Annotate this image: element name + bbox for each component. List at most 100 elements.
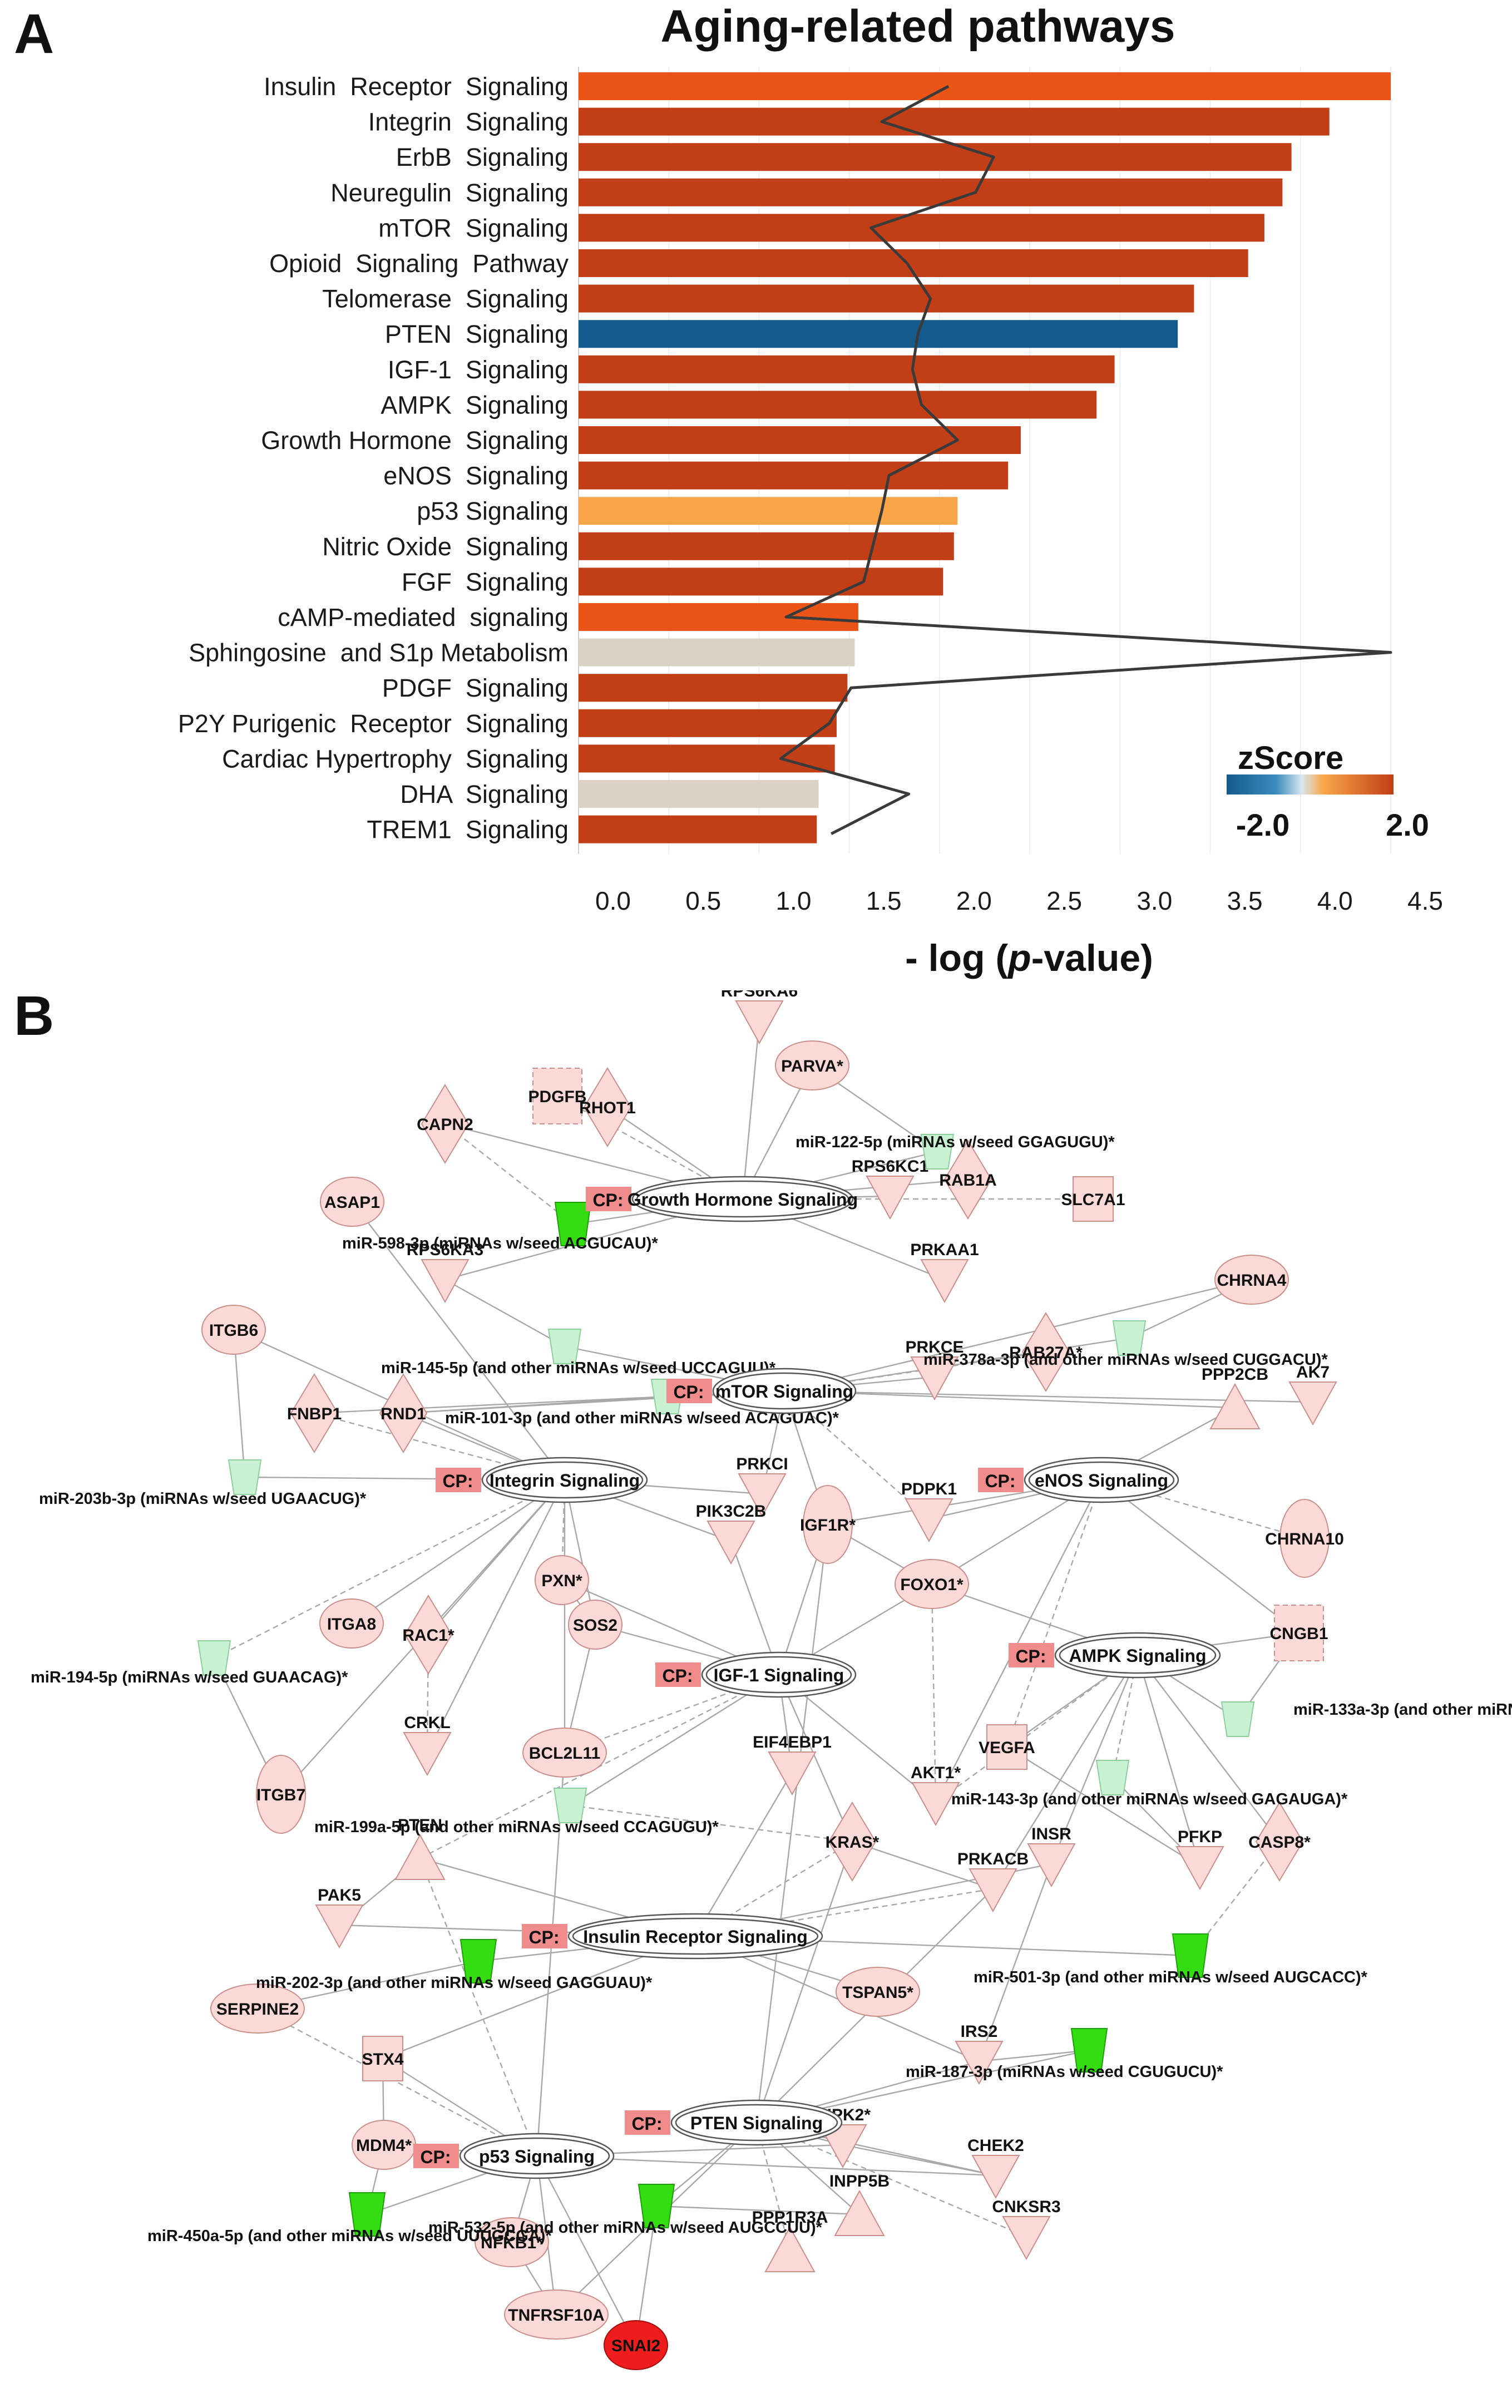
gene-shape	[532, 1068, 582, 1124]
gene-shape	[910, 1356, 959, 1401]
cp-tag	[655, 1662, 701, 1687]
cp-tag	[413, 2144, 459, 2168]
network-edge	[992, 1655, 1139, 1890]
bar	[579, 178, 1283, 206]
gene-label: INSR	[1031, 1825, 1071, 1843]
category-label: Cardiac Hypertrophy Signaling	[222, 744, 569, 773]
mirna-label: miR-133a-3p (and other miRNAs w/seed UUG…	[1293, 1701, 1512, 1719]
network-edge	[419, 1857, 538, 2157]
network-edge	[1006, 1746, 1201, 1868]
cp-tag-label: CP:	[673, 1382, 704, 1402]
category-label: mTOR Signaling	[378, 214, 569, 242]
gene-label: FOXO1*	[900, 1576, 963, 1594]
network-edge	[256, 2007, 537, 2157]
cp-tag	[522, 1924, 567, 1948]
gene-label: BCL2L11	[529, 1744, 600, 1763]
network-node: ITGA8	[319, 1598, 384, 1649]
network-edge	[784, 1390, 1236, 1411]
network-node: EIF4EBP1	[753, 1733, 832, 1796]
network-node: AK7	[1288, 1363, 1337, 1426]
network-edge	[350, 1479, 565, 1625]
network-edge	[784, 1349, 1047, 1392]
network-node: CP: IGF-1 Signaling	[655, 1651, 857, 1698]
ratio-line-path	[779, 85, 1392, 835]
panel-a-letter: A	[14, 3, 54, 65]
network-node: miR-194-5p (miRNAs w/seed GUAACAG)*	[31, 1640, 348, 1686]
network-edge	[755, 1840, 854, 2123]
gene-label: PDPK1	[901, 1480, 957, 1498]
network-edge	[536, 2155, 637, 2346]
mirna-shape	[547, 1329, 582, 1364]
mirna-label: miR-450a-5p (and other miRNAs w/seed UUU…	[147, 2227, 552, 2245]
bar	[579, 214, 1264, 242]
gene-label: CRKL	[404, 1714, 450, 1732]
bar	[579, 143, 1292, 171]
cp-tag-label: CP:	[985, 1471, 1015, 1491]
gene-label: EIF4EBP1	[753, 1733, 832, 1751]
gene-shape	[362, 2036, 403, 2081]
gene-shape	[1288, 1381, 1337, 1426]
ratio-line	[779, 85, 1392, 835]
gene-label: ITGB7	[256, 1786, 305, 1804]
network-node: NFKB1*	[475, 2217, 549, 2267]
gene-label: PPP1R3A	[752, 2208, 828, 2227]
gene-shape	[256, 1755, 306, 1834]
cp-tag-label: CP:	[662, 1666, 693, 1686]
network-node: PXN*	[535, 1555, 589, 1605]
network-node: miR-378a-3p (and other miRNAs w/seed CUG…	[923, 1320, 1328, 1369]
pathway-label: IGF-1 Signaling	[714, 1665, 844, 1685]
network-node: RPS6KA6	[721, 990, 798, 1045]
category-label: AMPK Signaling	[381, 391, 569, 419]
network-node: VEGFA	[979, 1724, 1035, 1770]
category-label: P2Y Purigenic Receptor Signaling	[178, 709, 569, 738]
category-label: Neuregulin Signaling	[330, 179, 569, 207]
network-edge	[1050, 1655, 1139, 1865]
network-edge	[1137, 1655, 1202, 1868]
network-node: STX4	[362, 2036, 404, 2081]
pathway-label: AMPK Signaling	[1069, 1646, 1206, 1666]
x-axis-label: - log (p-value)	[905, 937, 1153, 979]
x-tick-labels: 0.0 0.5 1.0 1.5 2.0 2.5 3.0 3.5 4.0 4.5	[595, 886, 1443, 915]
network-node: RND1	[379, 1373, 428, 1453]
gene-shape	[971, 2155, 1020, 2199]
gene-shape	[834, 2189, 885, 2236]
gene-shape	[764, 2226, 816, 2272]
gene-shape	[905, 1498, 953, 1543]
network-node: ITGB6	[201, 1305, 266, 1355]
network-node: miR-145-5p (and other miRNAs w/seed UCCA…	[381, 1329, 776, 1377]
category-label: Sphingosine and S1p Metabolism	[189, 639, 569, 667]
pathway-label: Growth Hormone Signaling	[627, 1190, 858, 1210]
pathway-node-inner	[717, 1372, 852, 1410]
pathway-node-inner	[486, 1461, 644, 1499]
mirna-label: miR-378a-3p (and other miRNAs w/seed CUG…	[923, 1351, 1328, 1369]
x-axis-label-p: p	[1007, 937, 1031, 979]
x-tick-label: 2.5	[1046, 886, 1082, 915]
network-node: CP: Insulin Receptor Signaling	[522, 1913, 823, 1960]
zscore-colorbar	[1227, 774, 1394, 795]
gene-shape	[403, 1732, 452, 1777]
gene-shape	[911, 1782, 960, 1827]
category-label: Nitric Oxide Signaling	[322, 532, 569, 561]
x-tick-label: 4.0	[1317, 886, 1353, 915]
pathway-node-inner	[463, 2137, 610, 2175]
network-edge	[1005, 1479, 1103, 1748]
network-node: FNBP1	[287, 1373, 342, 1453]
gene-label: PRKAA1	[910, 1241, 979, 1259]
gene-shape	[818, 2124, 867, 2169]
bar	[579, 709, 837, 737]
gene-shape	[535, 1555, 589, 1605]
gene-label: PRKACB	[957, 1850, 1029, 1868]
mirna-shape	[197, 1640, 231, 1676]
gene-shape	[1214, 1255, 1289, 1305]
network-node: miR-450a-5p (and other miRNAs w/seed UUU…	[147, 2192, 552, 2245]
gene-shape	[803, 1485, 853, 1564]
mirna-label: miR-143-3p (and other miRNAs w/seed GAGA…	[951, 1790, 1348, 1808]
gene-shape	[315, 1904, 364, 1949]
mirna-shape	[1070, 2028, 1108, 2073]
gene-label: IRS2	[961, 2022, 998, 2041]
network-node: CAPN2	[417, 1084, 473, 1164]
gene-label: RPS6KA3	[407, 1241, 483, 1259]
gene-label: RND1	[381, 1405, 426, 1423]
pathway-node-inner	[705, 1656, 852, 1694]
pathway-label: Integrin Signaling	[490, 1471, 640, 1491]
